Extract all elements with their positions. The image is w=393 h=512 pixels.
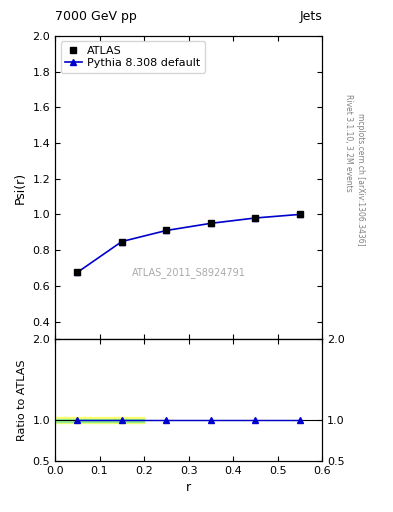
Pythia 8.308 default (119, 239, 124, 245)
ATLAS (75, 269, 80, 275)
Pythia 8.308 default (164, 227, 169, 233)
Pythia 8.308 default (253, 215, 258, 221)
Text: Rivet 3.1.10, 3.2M events: Rivet 3.1.10, 3.2M events (344, 95, 353, 192)
ATLAS (298, 211, 302, 218)
Pythia 8.308 default (209, 220, 213, 226)
ATLAS (209, 220, 213, 226)
Legend: ATLAS, Pythia 8.308 default: ATLAS, Pythia 8.308 default (61, 41, 205, 73)
ATLAS (253, 215, 258, 221)
Line: ATLAS: ATLAS (74, 211, 303, 276)
X-axis label: r: r (186, 481, 191, 494)
Text: 7000 GeV pp: 7000 GeV pp (55, 10, 137, 23)
Pythia 8.308 default (75, 269, 80, 275)
ATLAS (119, 239, 124, 245)
Text: Jets: Jets (299, 10, 322, 23)
ATLAS (164, 227, 169, 233)
Text: ATLAS_2011_S8924791: ATLAS_2011_S8924791 (132, 267, 246, 278)
Line: Pythia 8.308 default: Pythia 8.308 default (74, 211, 303, 276)
Text: mcplots.cern.ch [arXiv:1306.3436]: mcplots.cern.ch [arXiv:1306.3436] (356, 113, 365, 246)
Y-axis label: Psi(r): Psi(r) (14, 172, 27, 204)
Y-axis label: Ratio to ATLAS: Ratio to ATLAS (17, 359, 27, 441)
Pythia 8.308 default (298, 211, 302, 218)
